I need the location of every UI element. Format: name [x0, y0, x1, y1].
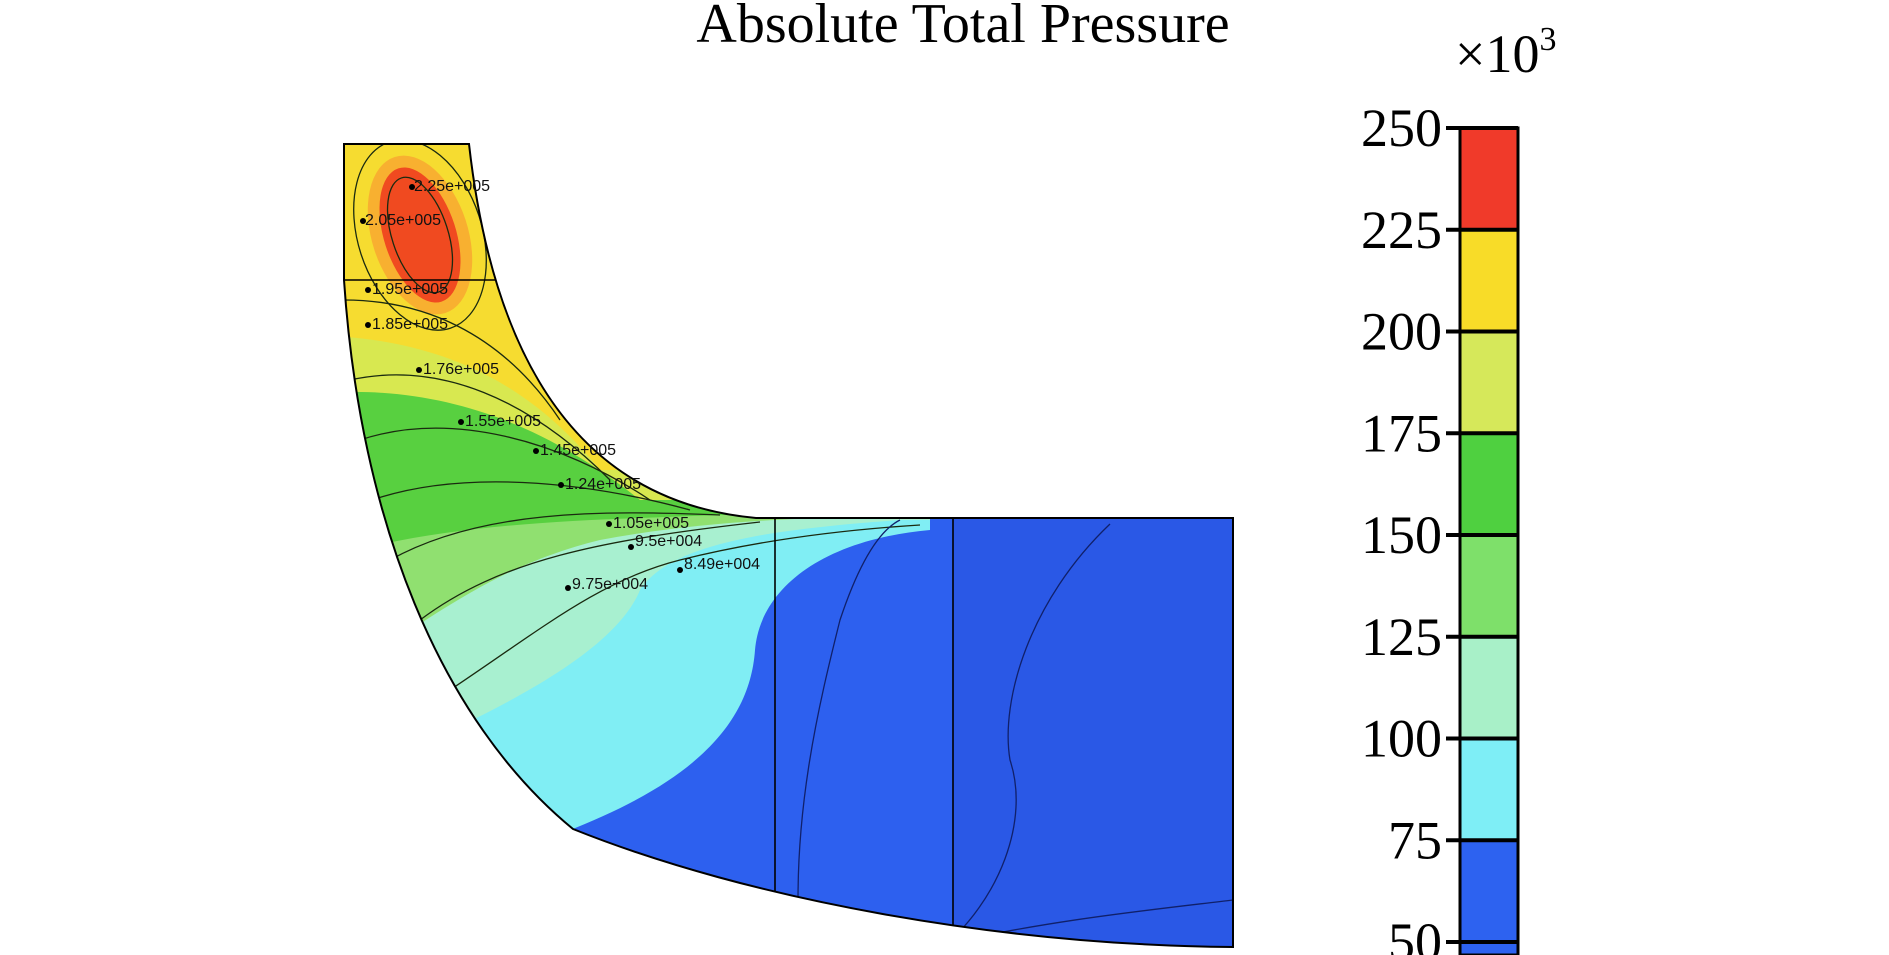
- band-blue-outlet: [953, 518, 1233, 947]
- svg-text:1.45e+005: 1.45e+005: [540, 442, 616, 459]
- contour-label: 1.55e+005: [458, 413, 541, 430]
- contour-labels: 2.25e+005 2.05e+005 1.95e+005 1.85e+005 …: [360, 178, 760, 593]
- colorbar-segment: [1460, 535, 1518, 637]
- svg-text:1.05e+005: 1.05e+005: [613, 515, 689, 532]
- svg-text:1.55e+005: 1.55e+005: [465, 413, 541, 430]
- colorbar-tick-label: 200: [1361, 302, 1442, 362]
- svg-text:9.5e+004: 9.5e+004: [635, 533, 702, 550]
- svg-text:8.49e+004: 8.49e+004: [684, 556, 760, 573]
- band-red: [379, 167, 461, 303]
- colorbar-segment: [1460, 128, 1518, 230]
- colorbar-segment: [1460, 331, 1518, 434]
- svg-text:1.24e+005: 1.24e+005: [565, 476, 641, 493]
- svg-text:1.76e+005: 1.76e+005: [423, 361, 499, 378]
- contour-label: 1.76e+005: [416, 361, 499, 378]
- colorbar-multiplier: ×103: [1455, 21, 1556, 84]
- svg-text:2.25e+005: 2.25e+005: [414, 178, 490, 195]
- colorbar-tick-label: 100: [1361, 709, 1442, 769]
- contour-label: 9.5e+004: [628, 533, 702, 550]
- chart-title: Absolute Total Pressure: [696, 0, 1229, 55]
- svg-text:2.05e+005: 2.05e+005: [365, 212, 441, 229]
- colorbar-tick-label: 225: [1361, 200, 1442, 260]
- colorbar-tick-label: 50: [1388, 912, 1442, 955]
- contour-label: 2.25e+005: [409, 178, 490, 195]
- contour-label: 1.45e+005: [533, 442, 616, 459]
- colorbar-segment: [1460, 433, 1518, 535]
- contour-label: 2.05e+005: [360, 212, 441, 229]
- colorbar-segment: [1460, 840, 1518, 955]
- contour-label: 1.05e+005: [606, 515, 689, 532]
- colorbar-segment: [1460, 738, 1518, 841]
- block-boundaries: [344, 279, 954, 947]
- contour-label: 1.24e+005: [558, 476, 641, 493]
- contour-domain: [344, 144, 1233, 947]
- contour-label: 1.85e+005: [365, 316, 448, 333]
- domain-outline: [343, 143, 1234, 949]
- svg-text:9.75e+004: 9.75e+004: [572, 576, 648, 593]
- colorbar-segment: [1460, 636, 1518, 739]
- svg-text:1.85e+005: 1.85e+005: [372, 316, 448, 333]
- colorbar-tick-label: 250: [1361, 98, 1442, 158]
- contour-label: 9.75e+004: [565, 576, 648, 593]
- colorbar-segment: [1460, 229, 1518, 332]
- contour-label: 8.49e+004: [677, 556, 760, 573]
- contour-label: 1.95e+005: [365, 281, 448, 298]
- colorbar-tick-label: 150: [1361, 505, 1442, 565]
- colorbar-tick-label: 75: [1388, 810, 1442, 870]
- svg-text:1.95e+005: 1.95e+005: [372, 281, 448, 298]
- colorbar: ×103 250 225 200 175 150 125 100 75 50: [1361, 21, 1556, 955]
- colorbar-tick-label: 125: [1361, 607, 1442, 667]
- colorbar-tick-label: 175: [1361, 403, 1442, 463]
